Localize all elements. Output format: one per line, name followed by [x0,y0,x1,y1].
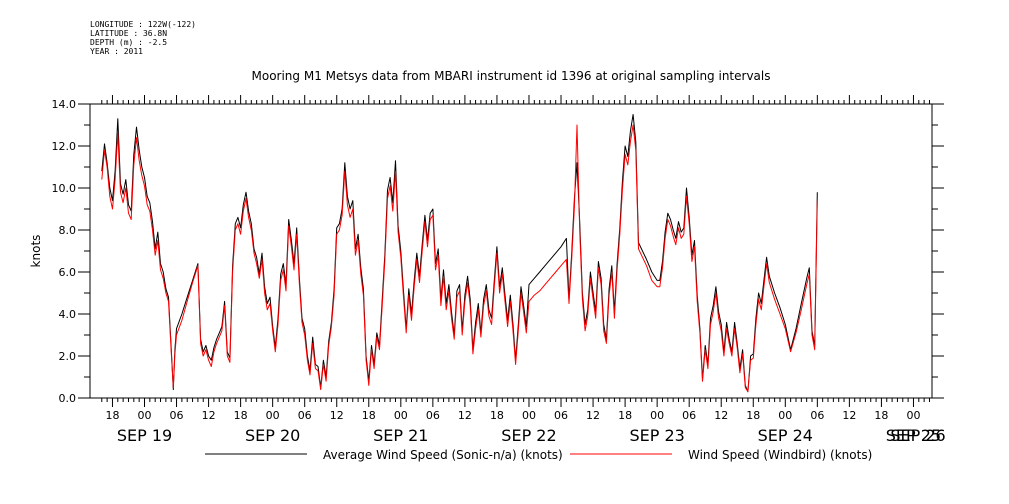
y-tick-label: 14.0 [52,98,77,111]
x-hour-label: 12 [842,409,856,422]
chart-title: Mooring M1 Metsys data from MBARI instru… [252,69,771,83]
x-day-label: SEP 22 [501,426,556,445]
metadata-block: LONGITUDE : 122W(-122) LATITUDE : 36.8N … [90,20,196,56]
x-day-label: SEP 21 [373,426,428,445]
metadata-latitude: LATITUDE : 36.8N [90,29,168,38]
legend-label-1: Wind Speed (Windbird) (knots) [688,448,872,462]
x-hour-label: 00 [522,409,536,422]
x-hour-label: 18 [362,409,376,422]
x-day-label: SEP 19 [117,426,172,445]
x-hour-label: 06 [426,409,440,422]
series-line-0 [101,114,818,393]
x-day-label: SEP 25 [886,426,941,445]
plot-frame [89,103,933,399]
x-day-label: SEP 26 [890,426,945,445]
y-tick-label: 6.0 [59,266,77,279]
x-hour-label: 06 [298,409,312,422]
x-hour-label: 00 [906,409,920,422]
x-day-label: SEP 24 [758,426,813,445]
metadata-year: YEAR : 2011 [90,47,143,56]
x-day-label: SEP 20 [245,426,300,445]
y-tick-label: 10.0 [52,182,77,195]
x-hour-label: 00 [138,409,152,422]
y-tick-label: 8.0 [59,224,77,237]
x-hour-label: 18 [490,409,504,422]
y-axis-label: knots [29,235,43,268]
x-hour-label: 06 [170,409,184,422]
x-hour-label: 18 [746,409,760,422]
x-hour-label: 00 [778,409,792,422]
metadata-longitude: LONGITUDE : 122W(-122) [90,20,196,29]
x-hour-label: 12 [330,409,344,422]
x-hour-label: 12 [714,409,728,422]
series-line-1 [101,124,818,393]
x-hour-label: 12 [586,409,600,422]
x-hour-label: 00 [266,409,280,422]
x-hour-label: 06 [682,409,696,422]
y-tick-label: 12.0 [52,140,77,153]
x-hour-label: 18 [874,409,888,422]
x-hour-label: 18 [618,409,632,422]
x-hour-label: 06 [810,409,824,422]
metadata-depth: DEPTH (m) : -2.5 [90,38,168,47]
x-hour-label: 12 [202,409,216,422]
x-hour-label: 00 [650,409,664,422]
x-hour-label: 18 [105,409,119,422]
y-tick-label: 4.0 [59,308,77,321]
x-hour-label: 12 [458,409,472,422]
y-tick-label: 2.0 [59,350,77,363]
x-hour-label: 06 [554,409,568,422]
y-tick-label: 0.0 [59,392,77,405]
legend-label-0: Average Wind Speed (Sonic-n/a) (knots) [323,448,563,462]
x-day-label: SEP 23 [629,426,684,445]
x-hour-label: 00 [394,409,408,422]
x-hour-label: 18 [234,409,248,422]
